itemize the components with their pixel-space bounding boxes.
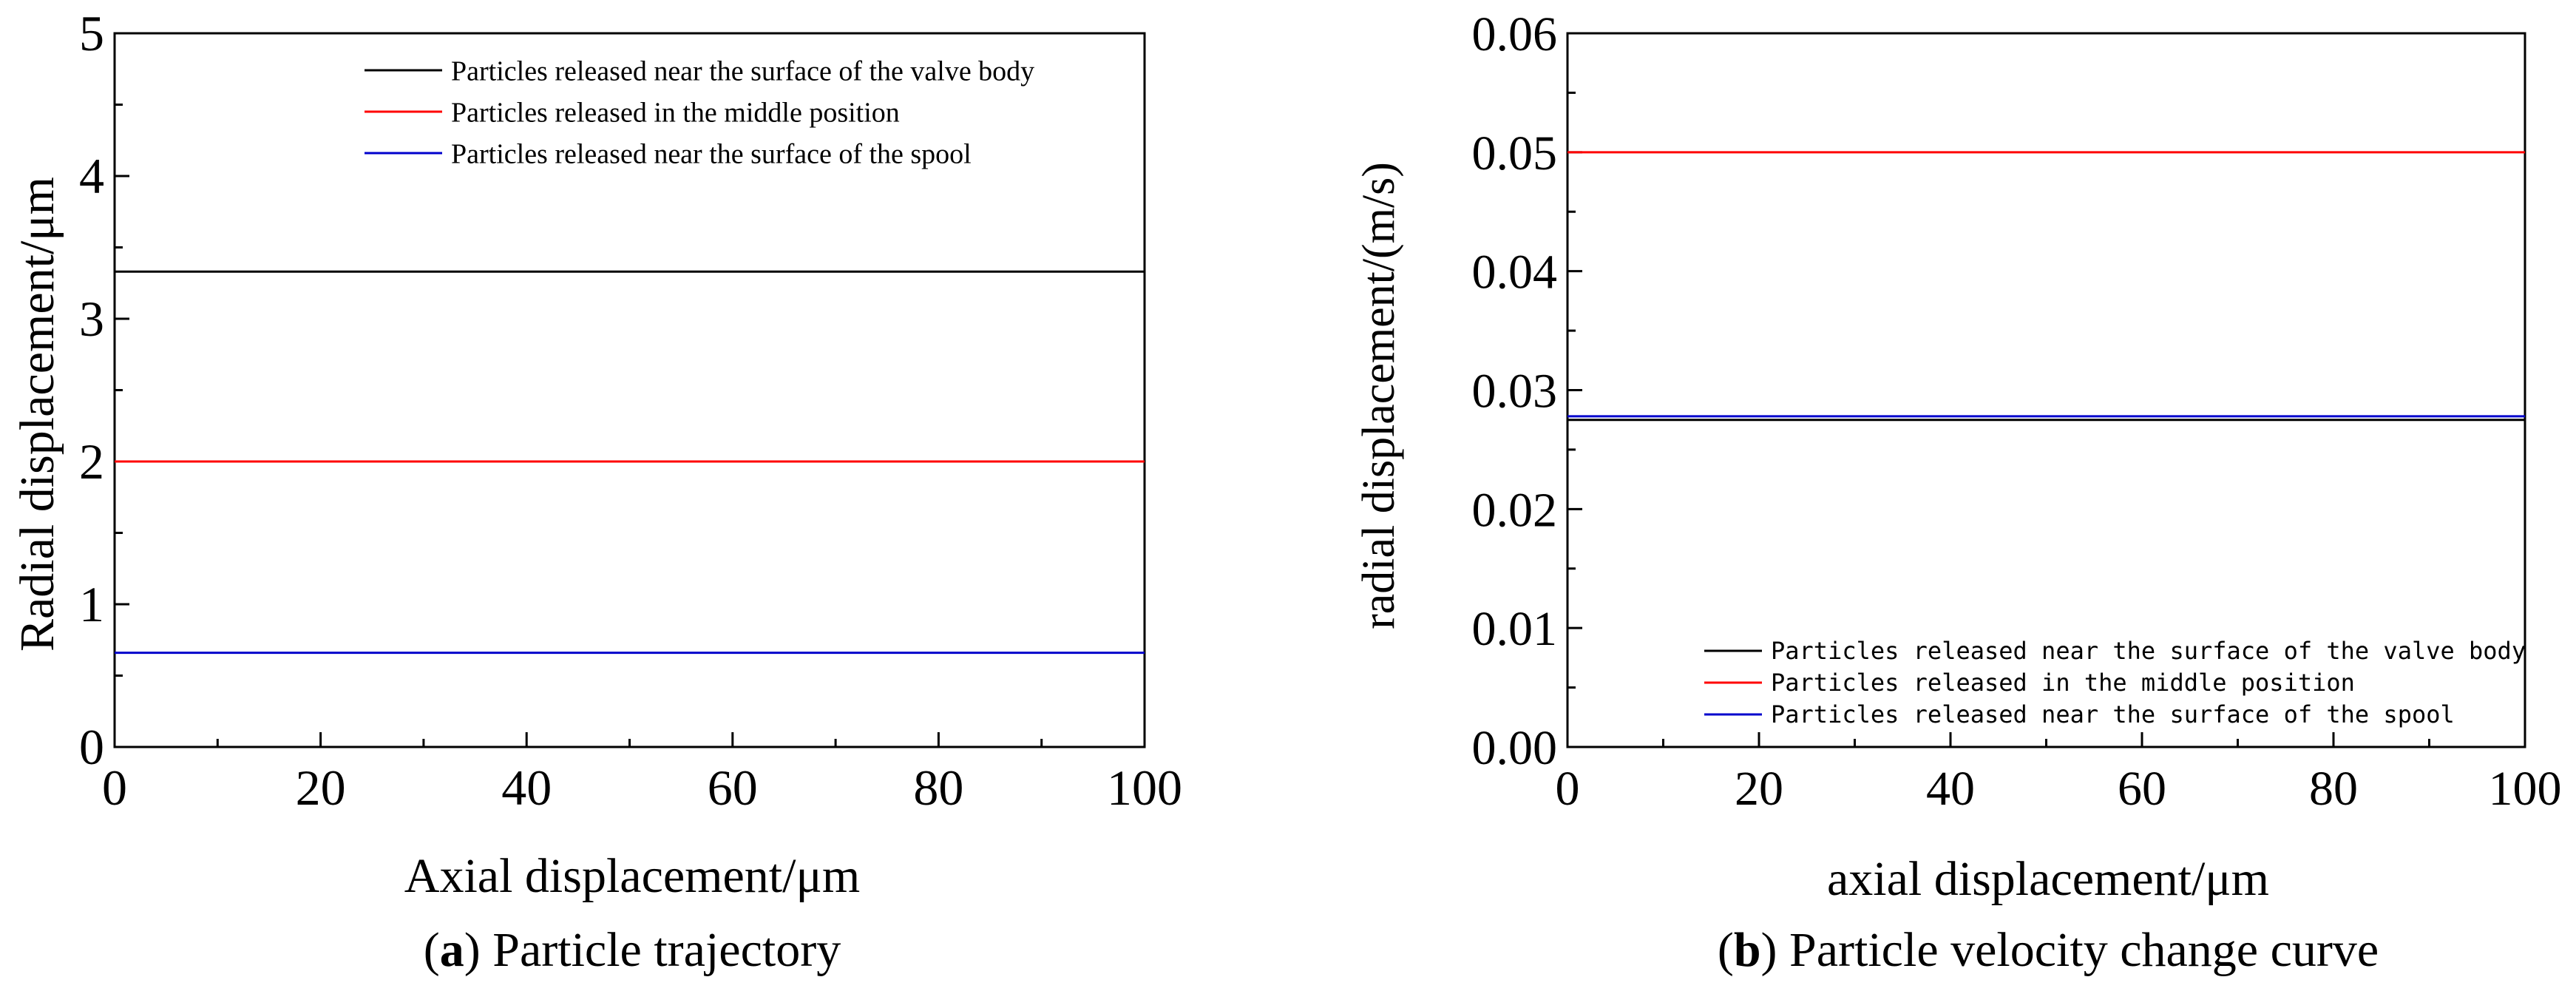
panel-a-xtick-label: 20 (296, 760, 346, 816)
panel-a-ytick-label: 3 (79, 291, 104, 347)
panel-a-ytick-label: 2 (79, 433, 104, 490)
panel-a-legend-label-2: Particles released in the middle positio… (451, 97, 900, 128)
panel-a-ytick-label: 1 (79, 576, 104, 632)
panel-a-legend-label-3: Particles released near the surface of t… (451, 138, 972, 169)
panel-a-plot-area: 0 20 40 60 80 100 0 1 2 3 4 5 Particles released nea… (79, 5, 1182, 816)
panel-b-legend-label-3: Particles released near the surface of t… (1771, 700, 2455, 728)
panel-b-ytick-label: 0.02 (1472, 483, 1558, 537)
panel-b-xtick-label: 60 (2118, 762, 2166, 816)
panel-b-xtick-label: 40 (1926, 762, 1975, 816)
panel-a-ytick-label: 5 (79, 5, 104, 61)
panel-b-caption-text: Particle velocity change curve (1777, 923, 2379, 977)
panel-b-plot-area: 0 20 40 60 80 100 0.00 0.01 0.02 0.03 0.04 0.05 0.06… (1472, 7, 2562, 816)
panel-a-legend: Particles released near the surface of t… (365, 55, 1034, 169)
panel-a-xtick-label: 60 (708, 760, 758, 816)
panel-b-ytick-label: 0.04 (1472, 246, 1558, 300)
panel-b-xlabel: axial displacement/μm (1827, 852, 2269, 906)
panel-b-caption-letter: b (1734, 923, 1761, 977)
panel-a-xtick-label: 0 (102, 760, 127, 816)
panel-b-ytick-label: 0.03 (1472, 365, 1558, 419)
panel-a-xlabel: Axial displacement/μm (404, 849, 860, 903)
panel-b-ytick-label: 0.00 (1472, 721, 1558, 775)
panel-a-caption-text: Particle trajectory (481, 923, 841, 977)
panel-a-xtick-label: 80 (913, 760, 963, 816)
panel-b-ytick-label: 0.05 (1472, 126, 1558, 180)
panel-b-legend-label-2: Particles released in the middle positio… (1771, 669, 2355, 697)
panel-b-legend-label-1: Particles released near the surface of t… (1771, 637, 2526, 665)
panel-a-ytick-label: 0 (79, 719, 104, 775)
panel-a-caption: (a) Particle trajectory (424, 923, 841, 977)
panel-b-ylabel: radial displacement/(m/s) (1354, 162, 1404, 629)
panel-a-ytick-label: 4 (79, 148, 104, 204)
panel-b-ytick-label: 0.01 (1472, 602, 1558, 656)
panel-a-xtick-label: 40 (501, 760, 552, 816)
panel-b-xtick-label: 0 (1556, 762, 1580, 816)
panel-a-ylabel: Radial displacement/μm (10, 177, 64, 652)
panel-b-xtick-label: 100 (2489, 762, 2562, 816)
panel-b-xtick-label: 80 (2309, 762, 2358, 816)
panel-a-xtick-label: 100 (1107, 760, 1182, 816)
panel-b-xtick-label: 20 (1735, 762, 1783, 816)
panel-b-ytick-label: 0.06 (1472, 7, 1558, 61)
panel-a-trajectory-chart: Radial displacement/μm Axial displacemen… (10, 5, 1182, 977)
panel-b-legend: Particles released near the surface of t… (1704, 637, 2526, 728)
panel-b-caption: (b) Particle velocity change curve (1718, 923, 2379, 977)
panel-b-velocity-chart: radial displacement/(m/s) axial displace… (1354, 7, 2562, 977)
panel-a-legend-label-1: Particles released near the surface of t… (451, 55, 1034, 87)
panel-a-caption-letter: a (440, 923, 464, 977)
